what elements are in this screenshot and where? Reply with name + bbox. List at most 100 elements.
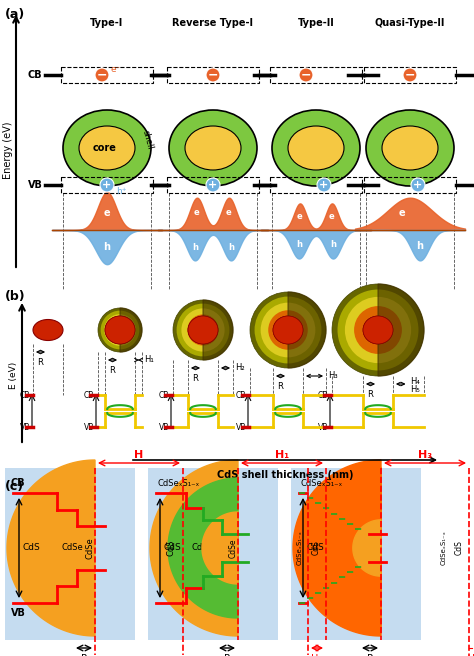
Ellipse shape bbox=[177, 304, 229, 356]
Polygon shape bbox=[120, 308, 142, 352]
Text: −: − bbox=[301, 68, 311, 81]
Text: +: + bbox=[319, 180, 328, 190]
Text: R: R bbox=[37, 358, 44, 367]
Polygon shape bbox=[308, 475, 381, 621]
Circle shape bbox=[299, 68, 313, 82]
Text: VB: VB bbox=[83, 422, 94, 432]
Text: VB: VB bbox=[19, 422, 30, 432]
Ellipse shape bbox=[63, 110, 151, 186]
Ellipse shape bbox=[173, 300, 233, 360]
Text: h: h bbox=[192, 243, 198, 252]
Circle shape bbox=[317, 178, 331, 192]
Text: h: h bbox=[103, 242, 110, 252]
Text: CdS: CdS bbox=[455, 541, 464, 556]
Ellipse shape bbox=[345, 297, 411, 363]
Circle shape bbox=[100, 178, 114, 192]
Text: CB: CB bbox=[159, 390, 169, 400]
Text: Reverse Type-I: Reverse Type-I bbox=[173, 18, 254, 28]
Text: (b): (b) bbox=[5, 290, 26, 303]
Text: H₅: H₅ bbox=[410, 384, 420, 394]
Text: CdS: CdS bbox=[23, 544, 41, 552]
Polygon shape bbox=[359, 526, 381, 570]
Text: R: R bbox=[109, 366, 116, 375]
Ellipse shape bbox=[109, 319, 131, 341]
Polygon shape bbox=[352, 519, 381, 577]
Ellipse shape bbox=[273, 316, 303, 344]
Polygon shape bbox=[378, 284, 424, 376]
Text: R: R bbox=[366, 654, 374, 656]
Text: h⁺: h⁺ bbox=[116, 186, 127, 195]
Text: CdS: CdS bbox=[166, 540, 175, 556]
Text: CdS: CdS bbox=[164, 544, 182, 552]
Circle shape bbox=[206, 68, 220, 82]
Ellipse shape bbox=[104, 314, 136, 346]
Text: −: − bbox=[208, 68, 218, 81]
Text: Type-I: Type-I bbox=[91, 18, 124, 28]
Text: CdSeₓS₁₋ₓ: CdSeₓS₁₋ₓ bbox=[441, 531, 447, 565]
Text: CdSe: CdSe bbox=[192, 544, 214, 552]
Bar bbox=[5, 468, 135, 640]
Text: CB: CB bbox=[11, 478, 26, 488]
Circle shape bbox=[206, 178, 220, 192]
Text: H₂: H₂ bbox=[311, 654, 323, 656]
Text: R: R bbox=[367, 390, 374, 399]
Circle shape bbox=[95, 68, 109, 82]
Text: H: H bbox=[134, 450, 144, 460]
Bar bbox=[270, 177, 362, 193]
Ellipse shape bbox=[182, 308, 225, 352]
Text: H₃: H₃ bbox=[418, 450, 432, 460]
Text: CdSeₓS₁₋ₓ: CdSeₓS₁₋ₓ bbox=[301, 478, 343, 487]
Text: CdSe: CdSe bbox=[228, 539, 237, 558]
Bar bbox=[148, 468, 278, 640]
Text: R: R bbox=[192, 374, 199, 383]
Ellipse shape bbox=[337, 289, 419, 371]
Text: CdSeₓS₁₋ₓ: CdSeₓS₁₋ₓ bbox=[297, 531, 303, 565]
Polygon shape bbox=[150, 460, 238, 636]
Text: (a): (a) bbox=[5, 8, 25, 21]
Polygon shape bbox=[315, 482, 381, 614]
Text: VB: VB bbox=[236, 422, 246, 432]
Text: CB: CB bbox=[28, 70, 43, 80]
Ellipse shape bbox=[188, 316, 218, 344]
Polygon shape bbox=[288, 292, 326, 368]
Ellipse shape bbox=[272, 110, 360, 186]
Text: CdS: CdS bbox=[311, 541, 320, 556]
Ellipse shape bbox=[273, 316, 303, 344]
Ellipse shape bbox=[261, 302, 315, 358]
Text: core: core bbox=[93, 143, 117, 153]
Ellipse shape bbox=[33, 319, 63, 340]
Text: shell: shell bbox=[141, 129, 155, 151]
Text: −: − bbox=[405, 68, 415, 81]
Text: CdSeₓS₁₋ₓ: CdSeₓS₁₋ₓ bbox=[158, 478, 200, 487]
Text: e: e bbox=[104, 208, 110, 218]
Text: h: h bbox=[330, 240, 336, 249]
Polygon shape bbox=[7, 460, 95, 636]
Text: e: e bbox=[399, 208, 405, 218]
Bar bbox=[364, 177, 456, 193]
Ellipse shape bbox=[332, 284, 424, 376]
Bar bbox=[61, 67, 153, 83]
Text: CdSe: CdSe bbox=[85, 537, 94, 559]
Text: CB: CB bbox=[19, 390, 30, 400]
Bar bbox=[364, 67, 456, 83]
Text: CdS: CdS bbox=[307, 544, 325, 552]
Polygon shape bbox=[344, 511, 381, 584]
Text: VB: VB bbox=[318, 422, 328, 432]
Text: +: + bbox=[209, 180, 218, 190]
Polygon shape bbox=[337, 504, 381, 592]
Text: CB: CB bbox=[236, 390, 246, 400]
Text: e: e bbox=[329, 212, 335, 221]
Ellipse shape bbox=[79, 126, 135, 170]
Text: e⁻: e⁻ bbox=[111, 64, 121, 73]
Ellipse shape bbox=[105, 316, 135, 344]
Text: +: + bbox=[413, 180, 423, 190]
Bar bbox=[61, 177, 153, 193]
Ellipse shape bbox=[100, 311, 139, 350]
Text: −: − bbox=[97, 68, 107, 81]
Text: CdS shell thickness (nm): CdS shell thickness (nm) bbox=[217, 470, 353, 480]
Text: H₁: H₁ bbox=[275, 450, 289, 460]
Bar bbox=[270, 67, 362, 83]
Polygon shape bbox=[366, 533, 381, 563]
Bar bbox=[167, 177, 259, 193]
Text: e: e bbox=[226, 209, 232, 217]
